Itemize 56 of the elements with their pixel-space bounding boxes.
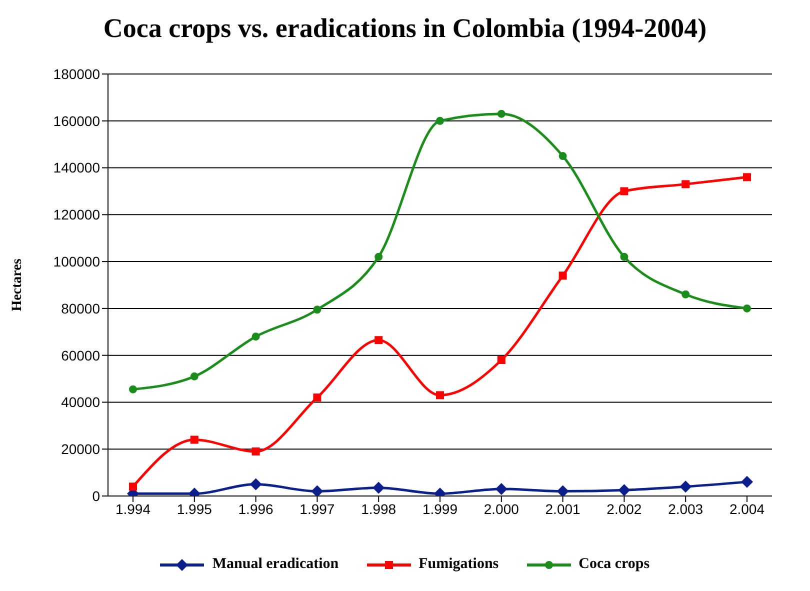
y-tick-label: 160000 xyxy=(53,112,100,129)
x-tick-label: 1.999 xyxy=(422,500,458,517)
point xyxy=(620,187,628,196)
point xyxy=(311,485,324,496)
point xyxy=(252,332,260,341)
y-tick-label: 140000 xyxy=(53,160,100,176)
legend-label: Coca crops xyxy=(578,556,650,573)
point xyxy=(190,436,198,444)
point xyxy=(252,447,260,456)
x-tick-label: 2.000 xyxy=(484,500,520,517)
y-tick-label: 180000 xyxy=(53,66,100,82)
x-tick-label: 2.003 xyxy=(668,500,704,517)
point xyxy=(190,372,198,380)
y-tick-label: 100000 xyxy=(53,254,100,270)
y-tick-label: 0 xyxy=(92,488,100,504)
legend-label: Manual eradication xyxy=(212,556,339,573)
point xyxy=(682,180,690,188)
y-tick-label: 60000 xyxy=(61,347,100,364)
y-tick-label: 40000 xyxy=(61,394,100,410)
chart-title: Coca crops vs. eradications in Colombia (1994-2004) xyxy=(102,12,708,45)
point xyxy=(743,173,751,182)
point xyxy=(313,394,322,402)
point xyxy=(436,391,444,400)
x-tick-label: 1.995 xyxy=(176,500,212,517)
point xyxy=(618,484,630,496)
point xyxy=(497,110,506,118)
x-tick-label: 2.001 xyxy=(545,500,581,517)
y-tick-label: 120000 xyxy=(53,206,100,223)
point xyxy=(374,252,383,261)
y-tick-label: 20000 xyxy=(61,441,100,458)
x-tick-label: 1.994 xyxy=(115,500,151,517)
point xyxy=(556,485,569,496)
x-tick-label: 1.997 xyxy=(300,500,335,517)
point xyxy=(558,152,567,160)
point xyxy=(250,478,262,490)
point xyxy=(374,336,383,344)
x-tick-label: 2.004 xyxy=(729,500,765,517)
point xyxy=(372,482,385,494)
point xyxy=(741,476,753,488)
x-tick-label: 1.998 xyxy=(361,500,396,517)
point xyxy=(495,482,508,495)
point xyxy=(620,252,628,261)
point xyxy=(313,306,322,314)
point xyxy=(497,356,506,364)
point xyxy=(743,304,751,312)
y-tick-label: 80000 xyxy=(61,300,100,316)
x-tick-label: 2.002 xyxy=(606,500,642,517)
point xyxy=(436,116,444,125)
point xyxy=(680,480,692,493)
point xyxy=(558,272,567,280)
point xyxy=(129,385,137,394)
x-tick-label: 1.996 xyxy=(238,500,274,517)
point xyxy=(682,290,690,298)
legend-label: Fumigations xyxy=(418,556,499,573)
point xyxy=(129,482,137,491)
y-axis-title: Hectares xyxy=(10,258,25,312)
